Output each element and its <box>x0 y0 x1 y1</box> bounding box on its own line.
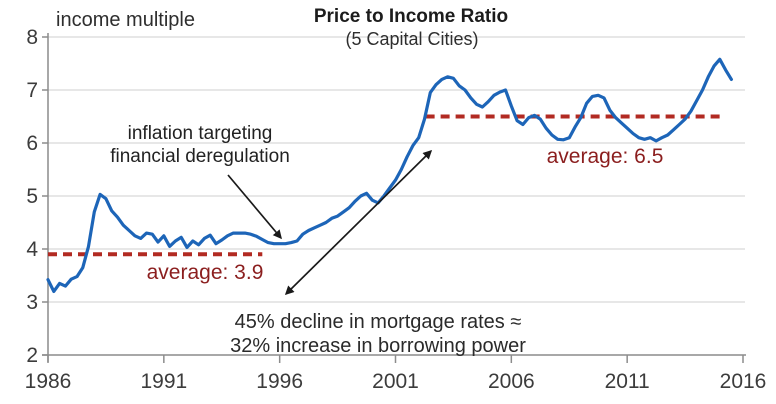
x-tick-label-1986: 1986 <box>25 370 72 393</box>
borrowing-power-annotation-line2: 32% increase in borrowing power <box>230 335 526 357</box>
y-tick-label-2: 2 <box>26 344 38 367</box>
borrowing-power-annotation-line1: 45% decline in mortgage rates ≈ <box>234 311 522 333</box>
y-tick-label-3: 3 <box>26 291 38 314</box>
price-to-income-line <box>46 57 734 293</box>
chart-title: Price to Income Ratio <box>313 6 509 27</box>
x-tick-label-2016: 2016 <box>720 370 767 393</box>
y-tick-label-4: 4 <box>26 238 38 261</box>
average-early-label: average: 3.9 <box>146 261 264 284</box>
y-tick-label-7: 7 <box>26 79 38 102</box>
y-axis-unit-label: income multiple <box>56 9 195 31</box>
deregulation-annotation-line2: financial deregulation <box>110 146 290 167</box>
x-tick-label-1996: 1996 <box>256 370 303 393</box>
deregulation-annotation: inflation targeting financial deregulati… <box>110 122 290 168</box>
deregulation-annotation-line1: inflation targeting <box>127 123 273 144</box>
borrowing-power-annotation: 45% decline in mortgage rates ≈ 32% incr… <box>230 310 526 358</box>
y-tick-label-6: 6 <box>26 132 38 155</box>
x-tick-label-1991: 1991 <box>140 370 187 393</box>
average-late-label: average: 6.5 <box>546 145 664 168</box>
x-tick-label-2011: 2011 <box>605 370 650 393</box>
y-tick-label-8: 8 <box>26 26 38 49</box>
x-tick-label-2001: 2001 <box>372 370 419 393</box>
x-tick-label-2006: 2006 <box>488 370 535 393</box>
borrowing-power-arrow <box>284 149 433 296</box>
y-tick-label-5: 5 <box>26 185 38 208</box>
chart-subtitle: (5 Capital Cities) <box>345 29 479 49</box>
deregulation-arrow <box>227 174 282 240</box>
